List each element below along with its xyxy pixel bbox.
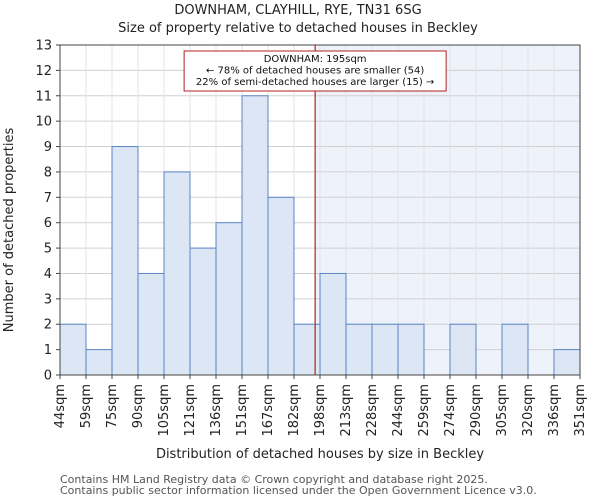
x-tick-label: 320sqm [521,384,536,437]
y-tick-label: 7 [44,191,52,206]
x-tick-label: 213sqm [339,384,354,437]
y-axis-label: Number of detached properties [2,128,17,333]
bar [215,222,243,376]
footer-line-1: Contains HM Land Registry data © Crown c… [60,473,488,486]
y-tick-label: 6 [44,216,52,231]
x-tick-label: 244sqm [391,384,406,437]
annotation-line: ← 78% of detached houses are smaller (54… [206,66,424,77]
x-tick-label: 44sqm [53,384,68,428]
x-tick-label: 59sqm [79,384,94,428]
bar [553,349,581,376]
y-tick-label: 1 [44,343,52,358]
bar [241,95,269,376]
bar [345,323,373,376]
bar [111,146,139,376]
x-tick-label: 305sqm [495,384,510,437]
x-tick-label: 136sqm [209,384,224,437]
bar [501,323,529,376]
bar [267,196,295,376]
y-tick-label: 3 [44,292,52,307]
bar [137,272,165,376]
x-tick-label: 259sqm [417,384,432,437]
y-tick-label: 2 [44,318,52,333]
bar [85,349,113,376]
bar [397,323,425,376]
highlight-region [315,45,580,375]
y-tick-label: 9 [44,140,52,155]
bar [59,323,87,376]
x-tick-label: 290sqm [469,384,484,437]
x-tick-label: 274sqm [443,384,458,437]
y-tick-label: 8 [44,165,52,180]
annotation-line: 22% of semi-detached houses are larger (… [196,77,434,88]
x-tick-label: 121sqm [183,384,198,437]
chart-subtitle: Size of property relative to detached ho… [118,21,478,36]
x-tick-label: 228sqm [365,384,380,437]
x-tick-label: 105sqm [157,384,172,437]
y-tick-label: 5 [44,242,52,257]
bar [371,323,399,376]
chart-title: DOWNHAM, CLAYHILL, RYE, TN31 6SG [174,3,421,18]
bar [189,247,217,376]
x-tick-label: 351sqm [573,384,588,437]
bar [449,323,477,376]
y-tick-label: 10 [35,115,52,130]
bar [293,323,321,376]
x-tick-label: 167sqm [261,384,276,437]
footer-line-2: Contains public sector information licen… [60,484,537,497]
x-axis-label: Distribution of detached houses by size … [156,447,484,462]
bar [163,171,191,376]
y-tick-label: 0 [44,369,52,384]
y-tick-label: 4 [44,267,52,282]
x-tick-label: 336sqm [547,384,562,437]
x-tick-label: 75sqm [105,384,120,428]
x-tick-label: 198sqm [313,384,328,437]
annotation-box [183,50,447,92]
y-tick-label: 12 [35,64,52,79]
annotation-line: DOWNHAM: 195sqm [264,54,367,65]
x-tick-label: 182sqm [287,384,302,437]
x-tick-label: 151sqm [235,384,250,437]
y-tick-label: 11 [35,89,52,104]
bar [319,272,347,376]
x-tick-label: 90sqm [131,384,146,428]
y-tick-label: 13 [35,39,52,54]
